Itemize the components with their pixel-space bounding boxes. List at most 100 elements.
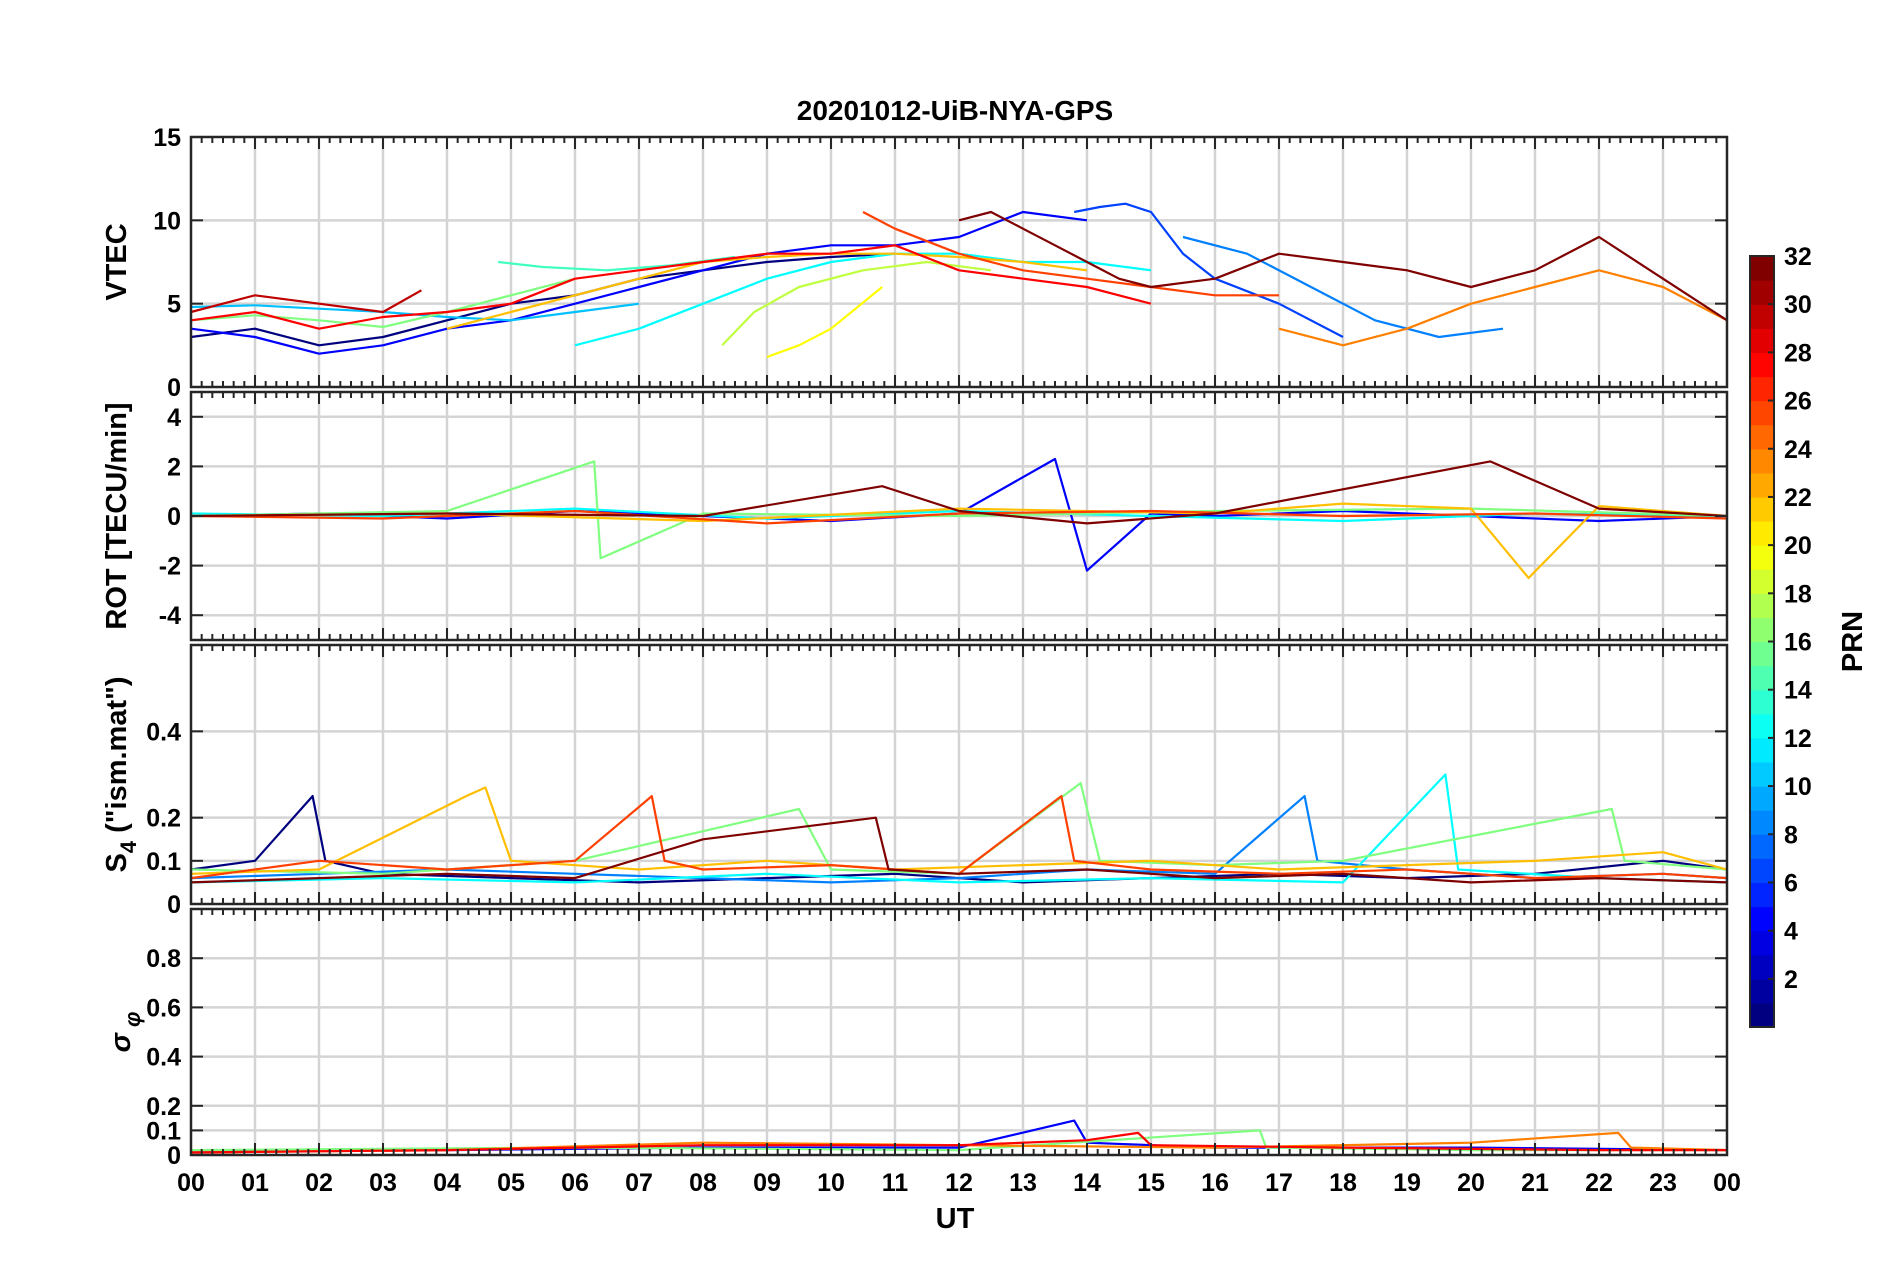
colorbar-tick-label: 14 xyxy=(1784,677,1812,705)
panel-vtec-series-9 xyxy=(766,286,883,359)
panel-vtec-series-11 xyxy=(1278,269,1728,347)
colorbar-tick-label: 22 xyxy=(1784,484,1812,512)
panel-sigma: 00.10.2 0.4 0.6 0.8 σ φ 00 01 02 03 04 05 06 07 08 09 1… xyxy=(105,907,1741,1197)
x-tick-label: 14 xyxy=(1073,1169,1101,1197)
x-tick-label: 03 xyxy=(369,1169,397,1197)
colorbar-segment xyxy=(1750,376,1774,402)
panel-s4-y-tick-label: 0.2 xyxy=(146,805,181,833)
panel-s4-series-2 xyxy=(190,773,1728,884)
colorbar-segment xyxy=(1750,400,1774,426)
panel-rot-y-tick-label: -4 xyxy=(159,602,181,630)
colorbar-segment xyxy=(1750,737,1774,763)
panel-vtec-series-5 xyxy=(574,252,1152,347)
colorbar-segment xyxy=(1750,978,1774,1004)
panel-rot-series-3 xyxy=(190,502,1728,580)
x-tick-label: 19 xyxy=(1393,1169,1421,1197)
colorbar-tick-label: 12 xyxy=(1784,725,1812,753)
colorbar-tick-label: 20 xyxy=(1784,532,1812,560)
colorbar-segment xyxy=(1750,786,1774,811)
panel-s4-y-tick-label: 0.1 xyxy=(146,848,181,876)
colorbar-tick-label: 2 xyxy=(1784,966,1798,994)
panel-vtec-y-tick-label: 10 xyxy=(153,207,181,235)
panel-vtec: 0 5 10 15 VTEC xyxy=(101,124,1729,402)
colorbar-segment xyxy=(1750,304,1774,329)
colorbar-segment xyxy=(1750,472,1774,498)
x-tick-label: 08 xyxy=(689,1169,717,1197)
x-tick-label: 10 xyxy=(817,1169,845,1197)
x-tick-label: 00 xyxy=(177,1169,205,1197)
panel-sigma-y-tick-label: 0.4 xyxy=(146,1044,181,1072)
chart-title: 20201012-UiB-NYA-GPS xyxy=(797,95,1113,126)
panel-rot-series-5 xyxy=(190,460,1728,525)
panel-sigma-y-tick-label: 0.6 xyxy=(146,994,181,1022)
panel-vtec-y-tick-label: 0 xyxy=(167,374,181,402)
x-tick-label: 11 xyxy=(882,1169,909,1197)
x-tick-label: 17 xyxy=(1265,1169,1293,1197)
x-tick-label: 01 xyxy=(241,1169,269,1197)
panel-rot-y-title: ROT [TECU/min] xyxy=(101,402,133,629)
colorbar-segment xyxy=(1750,521,1774,546)
panel-vtec-series-14 xyxy=(190,289,422,314)
panel-vtec-series-3 xyxy=(1182,235,1504,339)
colorbar-segment xyxy=(1750,593,1774,619)
panel-vtec-series-13 xyxy=(190,244,1152,330)
colorbar-segment xyxy=(1750,882,1774,908)
panel-s4-grid xyxy=(191,645,1727,904)
panel-vtec-series-15 xyxy=(958,210,1728,322)
panel-vtec-series-12 xyxy=(862,211,1279,297)
panel-vtec-series-2 xyxy=(1073,202,1344,338)
panel-rot-y-tick-label: -2 xyxy=(159,553,181,581)
panel-sigma-y-tick-label: 0.8 xyxy=(146,945,181,973)
colorbar-title: PRN xyxy=(1837,611,1869,672)
colorbar-segment xyxy=(1750,761,1774,787)
colorbar-segment xyxy=(1750,256,1774,281)
colorbar-segment xyxy=(1750,569,1774,594)
panel-sigma-grid xyxy=(191,909,1727,1155)
panel-vtec-ticks xyxy=(190,136,1728,388)
panel-vtec-series-8 xyxy=(721,260,992,347)
colorbar-segment xyxy=(1750,424,1774,450)
colorbar-segment xyxy=(1750,689,1774,715)
panel-sigma-y-tick-label: 0.1 xyxy=(146,1117,181,1145)
colorbar-segment xyxy=(1750,617,1774,643)
panel-vtec-y-title: VTEC xyxy=(101,223,133,300)
panel-sigma-y-tick-label: 0.2 xyxy=(146,1093,181,1121)
colorbar-tick-label: 4 xyxy=(1784,918,1798,946)
colorbar-tick-label: 18 xyxy=(1784,580,1812,608)
colorbar-tick-label: 26 xyxy=(1784,388,1812,416)
colorbar-segment xyxy=(1750,545,1774,570)
panel-rot-y-tick-label: 4 xyxy=(167,404,181,432)
colorbar-segment xyxy=(1750,834,1774,859)
x-tick-label: 22 xyxy=(1585,1169,1613,1197)
panel-vtec-series xyxy=(190,202,1728,359)
x-tick-label: 05 xyxy=(497,1169,525,1197)
x-tick-label: 16 xyxy=(1201,1169,1229,1197)
x-tick-label: 18 xyxy=(1329,1169,1357,1197)
colorbar-segment xyxy=(1750,352,1774,378)
panel-sigma-ticks xyxy=(190,909,1728,1156)
colorbar-segment xyxy=(1750,665,1774,691)
panel-rot-y-tick-label: 0 xyxy=(167,503,181,531)
colorbar-segment xyxy=(1750,858,1774,884)
x-tick-label: 09 xyxy=(753,1169,781,1197)
panel-s4-y-title: S4 ("ism.mat") xyxy=(101,676,141,872)
colorbar-segment xyxy=(1750,930,1774,956)
x-tick-label: 21 xyxy=(1521,1169,1549,1197)
colorbar-tick-label: 28 xyxy=(1784,339,1812,367)
panel-s4-series-6 xyxy=(190,816,1728,884)
colorbar-segment xyxy=(1750,1002,1774,1028)
colorbar-tick-label: 16 xyxy=(1784,629,1812,657)
panel-vtec-series-1 xyxy=(190,210,1088,355)
x-tick-label: 13 xyxy=(1009,1169,1037,1197)
x-tick-label: 23 xyxy=(1649,1169,1677,1197)
colorbar-segment xyxy=(1750,713,1774,739)
colorbar-segment xyxy=(1750,954,1774,980)
colorbar-segment xyxy=(1750,328,1774,353)
panel-rot-y-tick-label: 2 xyxy=(167,453,181,481)
colorbar-segment xyxy=(1750,906,1774,932)
panel-sigma-y-tick-label: 0 xyxy=(167,1142,181,1170)
panel-rot-series-2 xyxy=(190,460,1728,560)
